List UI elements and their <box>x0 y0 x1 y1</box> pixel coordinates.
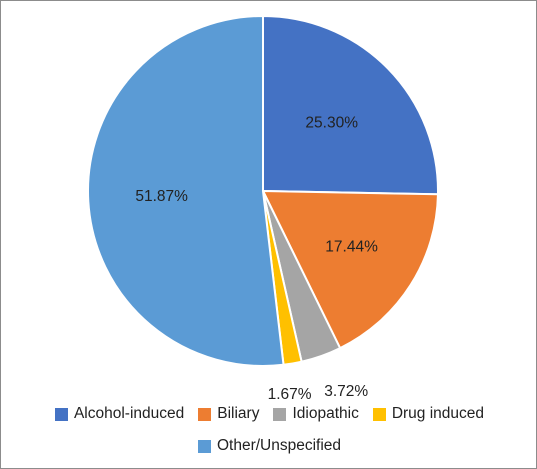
legend-swatch-drug-induced <box>372 407 386 421</box>
legend-item-alcohol-induced: Alcohol-induced <box>54 405 185 423</box>
legend-label-alcohol-induced: Alcohol-induced <box>73 405 185 422</box>
legend-label-biliary: Biliary <box>217 405 260 422</box>
data-label-drug-induced: 1.67% <box>268 386 312 401</box>
legend-item-drug-induced: Drug induced <box>372 405 485 423</box>
pie-slice-alcohol-induced <box>262 14 439 196</box>
legend-label-idiopathic: Idiopathic <box>292 405 359 422</box>
legend-swatch-biliary <box>198 407 212 421</box>
data-label-alcohol-induced: 25.30% <box>305 115 358 132</box>
data-label-other-unspecified: 51.87% <box>135 188 188 205</box>
pie-slice-other-unspecified <box>86 14 285 367</box>
pie-chart: 25.30% 17.44% 3.72% 1.67% 51.87% <box>86 14 439 401</box>
data-label-idiopathic: 3.72% <box>324 383 368 400</box>
legend-row-2: Other/Unspecified <box>1 437 537 455</box>
legend-swatch-idiopathic <box>273 407 287 421</box>
legend-item-idiopathic: Idiopathic <box>273 405 359 423</box>
legend-swatch-alcohol-induced <box>54 407 68 421</box>
legend-label-drug-induced: Drug induced <box>391 405 485 422</box>
pie-slice-biliary <box>261 189 439 350</box>
legend-swatch-other-unspecified <box>197 439 211 453</box>
legend-label-other-unspecified: Other/Unspecified <box>216 437 342 454</box>
data-label-biliary: 17.44% <box>325 238 378 255</box>
legend-item-biliary: Biliary <box>198 405 259 423</box>
legend-item-other-unspecified: Other/Unspecified <box>197 437 342 455</box>
legend-row-1: Alcohol-induced Biliary Idiopathic Drug … <box>1 405 537 423</box>
